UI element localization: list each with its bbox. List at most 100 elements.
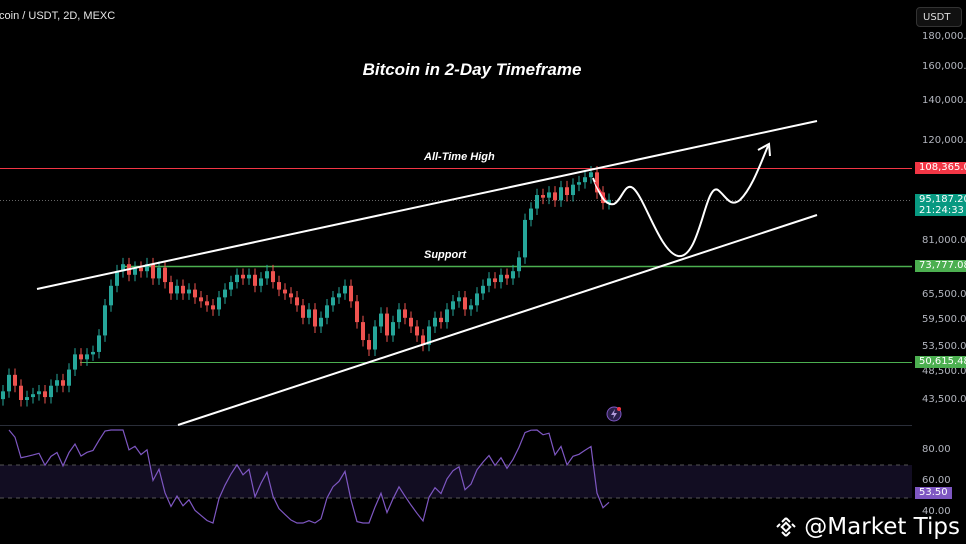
lower-support-price-tag: 50,615.48	[915, 356, 966, 368]
candle	[67, 369, 71, 386]
candle	[541, 195, 545, 198]
projection-arrowhead	[757, 142, 771, 157]
candle	[19, 385, 23, 400]
candle	[31, 394, 35, 398]
projection-path[interactable]	[592, 145, 769, 258]
candle	[247, 274, 251, 279]
candle	[115, 271, 119, 286]
watermark-text: @Market Tips	[804, 514, 960, 540]
candle	[25, 397, 29, 400]
candle	[445, 309, 449, 323]
candle	[265, 271, 269, 279]
candle	[379, 313, 383, 327]
candle	[439, 317, 443, 323]
symbol-label[interactable]: tcoin / USDT, 2D, MEXC	[0, 10, 116, 22]
candle	[517, 257, 521, 272]
currency-selector[interactable]: USDT	[916, 7, 962, 27]
lightning-icon[interactable]	[606, 406, 622, 422]
price-tick: 65,500.00	[922, 289, 966, 301]
candle	[289, 293, 293, 298]
candle	[523, 219, 527, 258]
candle	[229, 282, 233, 290]
candle	[169, 282, 173, 294]
candle	[163, 267, 167, 283]
candle	[49, 385, 53, 398]
candle	[187, 289, 191, 294]
ath-price-tag: 108,365.0	[915, 162, 966, 174]
candle	[253, 274, 257, 286]
rsi-line	[8, 429, 610, 524]
candle	[79, 354, 83, 360]
last-price: 95,187.20	[919, 194, 966, 205]
candle	[499, 274, 503, 283]
price-tick: 53,500.00	[922, 341, 966, 353]
candle	[529, 208, 533, 220]
candle	[217, 297, 221, 310]
candle	[199, 297, 203, 302]
rsi-tick: 60.00	[922, 475, 951, 486]
candle	[565, 187, 569, 196]
candle	[193, 289, 197, 298]
candle	[259, 278, 263, 286]
channel-lower-line[interactable]	[177, 214, 818, 426]
candle	[61, 380, 65, 386]
candle	[589, 172, 593, 178]
candle	[493, 278, 497, 283]
rsi-band	[0, 465, 912, 498]
candle	[409, 317, 413, 327]
candle	[535, 195, 539, 209]
price-tick: 81,000.00	[922, 235, 966, 247]
bar-countdown: 21:24:33	[919, 205, 964, 216]
candle	[301, 305, 305, 318]
candle	[481, 285, 485, 294]
candle	[271, 271, 275, 283]
candle	[145, 264, 149, 272]
candle	[43, 391, 47, 398]
price-tick: 140,000.0	[922, 95, 966, 107]
channel-upper-line[interactable]	[36, 120, 818, 290]
candle	[73, 354, 77, 370]
binance-logo-icon	[776, 517, 797, 537]
candle	[103, 305, 107, 336]
candle	[283, 289, 287, 294]
candle	[367, 340, 371, 350]
rsi-tick: 40.00	[922, 506, 951, 517]
price-tick: 48,500.00	[922, 366, 966, 378]
candle	[331, 297, 335, 306]
candle	[157, 267, 161, 279]
candle	[373, 326, 377, 350]
candle	[85, 354, 89, 360]
candle	[433, 317, 437, 327]
price-tick: 120,000.0	[922, 134, 966, 146]
chart-title: Bitcoin in 2-Day Timeframe	[362, 60, 582, 79]
candle	[397, 309, 401, 323]
candle	[337, 293, 341, 298]
candle	[325, 305, 329, 318]
price-tick: 160,000.0	[922, 61, 966, 73]
candle	[415, 326, 419, 336]
red-drop-arrow	[594, 181, 607, 201]
last-price-tag: 95,187.20 21:24:33	[915, 194, 966, 216]
candle	[109, 285, 113, 306]
candle	[553, 192, 557, 201]
candle	[559, 187, 563, 201]
candle	[13, 374, 17, 386]
candle	[355, 301, 359, 323]
candle	[451, 301, 455, 310]
candle	[211, 305, 215, 310]
candle	[223, 289, 227, 298]
candle	[175, 285, 179, 294]
candle	[571, 184, 575, 196]
candle	[97, 335, 101, 352]
candle	[463, 297, 467, 310]
candle	[91, 351, 95, 355]
support-label: Support	[424, 249, 467, 261]
candle	[151, 264, 155, 279]
price-tick: 59,500.00	[922, 313, 966, 325]
candle	[475, 293, 479, 306]
price-tick: 180,000.0	[922, 31, 966, 42]
price-tick: 43,500.00	[922, 394, 966, 405]
candle	[487, 278, 491, 286]
candle	[361, 322, 365, 341]
